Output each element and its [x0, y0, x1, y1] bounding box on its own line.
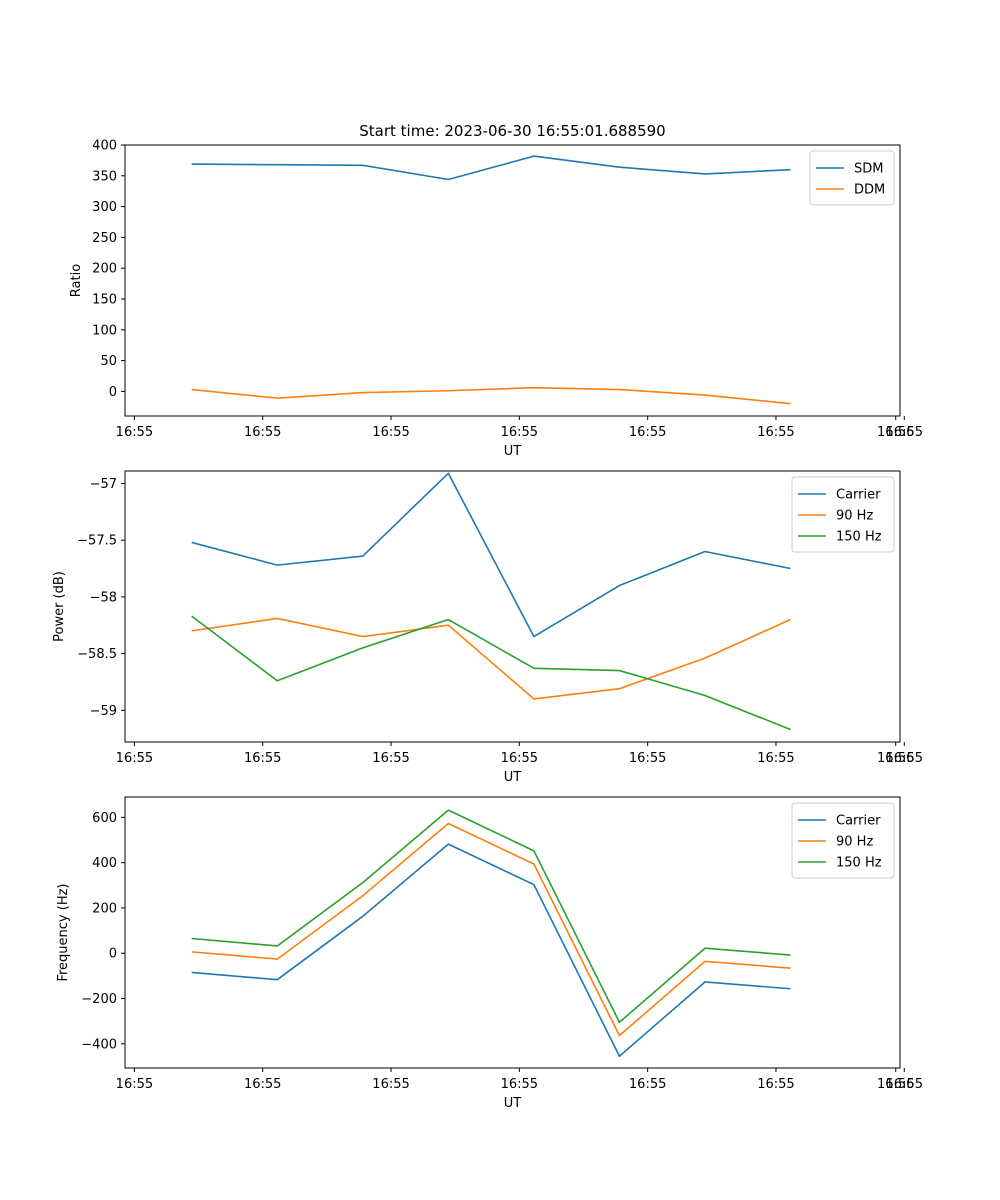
axes-frame — [124, 144, 901, 417]
legend: Carrier 90 Hz 150 Hz — [791, 476, 895, 553]
legend: Carrier 90 Hz 150 Hz — [791, 802, 895, 879]
legend: SDM DDM — [809, 150, 895, 206]
series-line-carrier — [191, 472, 791, 638]
x-tick-label: 16:55 — [244, 751, 281, 766]
x-tick-label: 16:55 — [372, 425, 409, 440]
y-tick-label: 300 — [92, 200, 117, 215]
y-tick-label: 0 — [109, 947, 117, 962]
subplot-3: 16:55 16:55 16:55 16:55 16:55 16:55 16:5516:56… — [56, 796, 923, 1111]
legend-entry: DDM — [854, 183, 885, 198]
y-tick-label: −200 — [81, 992, 117, 1007]
x-tick-label: 16:55 — [757, 751, 794, 766]
x-tick-label: 16:55 — [886, 425, 923, 440]
x-axis-label: UT — [504, 1096, 522, 1111]
x-tick-label: 16:55 — [372, 1077, 409, 1092]
y-tick-label: −57 — [90, 477, 117, 492]
x-tick-label: 16:55 — [629, 751, 666, 766]
y-axis-label: Power (dB) — [52, 571, 67, 642]
y-tick-label: 0 — [109, 385, 117, 400]
x-axis-label: UT — [504, 444, 522, 459]
y-tick-label: 400 — [92, 139, 117, 154]
y-axis-label: Ratio — [69, 264, 84, 297]
x-tick-label: 16:55 — [629, 425, 666, 440]
legend-box — [791, 802, 895, 879]
x-tick-label: 16:55 — [501, 751, 538, 766]
legend-entry: 90 Hz — [836, 509, 873, 524]
figure-title: Start time: 2023-06-30 16:55:01.688590 — [359, 122, 665, 140]
legend-entry: Carrier — [836, 814, 881, 829]
subplot-1: 16:55 16:55 16:55 16:55 16:55 16:55 16:5516:56… — [69, 139, 923, 460]
x-tick-label: 16:55 — [886, 1077, 923, 1092]
x-tick-label: 16:55 — [757, 1077, 794, 1092]
y-tick-label: −58.5 — [77, 647, 117, 662]
y-tick-label: 600 — [92, 811, 117, 826]
y-tick-label: 150 — [92, 292, 117, 307]
x-tick-label: 16:55 — [244, 425, 281, 440]
y-tick-label: 400 — [92, 856, 117, 871]
axes-frame — [124, 470, 901, 743]
legend-entry: SDM — [854, 162, 883, 177]
legend-box — [809, 150, 895, 206]
y-tick-label: −57.5 — [77, 534, 117, 549]
series-line-carrier — [191, 843, 791, 1058]
series-line-150-hz — [191, 615, 791, 731]
y-tick-label: 350 — [92, 169, 117, 184]
subplots: 16:55 16:55 16:55 16:55 16:55 16:55 16:5516:56… — [52, 139, 923, 1112]
axes-frame — [124, 796, 901, 1069]
series-line-150-hz — [191, 809, 791, 1024]
y-tick-label: −400 — [81, 1037, 117, 1052]
series-line-90-hz — [191, 822, 791, 1037]
x-tick-label: 16:56 — [877, 751, 914, 766]
series-line-sdm — [191, 155, 791, 181]
series-line-90-hz — [191, 617, 791, 700]
y-axis-label: Frequency (Hz) — [56, 883, 71, 981]
legend-entry: 150 Hz — [836, 856, 882, 871]
x-tick-label: 16:55 — [372, 751, 409, 766]
x-tick-label: 16:55 — [116, 1077, 153, 1092]
legend-entry: 90 Hz — [836, 835, 873, 850]
y-tick-label: 100 — [92, 323, 117, 338]
legend-box — [791, 476, 895, 553]
x-tick-label: 16:55 — [116, 751, 153, 766]
y-tick-label: 250 — [92, 231, 117, 246]
y-tick-label: −59 — [90, 704, 117, 719]
subplot-2: 16:55 16:55 16:55 16:55 16:55 16:55 16:5516:56… — [52, 470, 923, 785]
legend-entry: 150 Hz — [836, 530, 882, 545]
y-tick-label: −58 — [90, 590, 117, 605]
x-tick-label: 16:55 — [629, 1077, 666, 1092]
y-tick-label: 200 — [92, 262, 117, 277]
x-tick-label: 16:55 — [501, 425, 538, 440]
x-tick-label: 16:56 — [877, 1077, 914, 1092]
series-line-ddm — [191, 386, 791, 405]
x-tick-label: 16:56 — [877, 425, 914, 440]
x-tick-label: 16:55 — [116, 425, 153, 440]
x-axis-label: UT — [504, 770, 522, 785]
x-tick-label: 16:55 — [757, 425, 794, 440]
x-tick-label: 16:55 — [886, 751, 923, 766]
y-tick-label: 200 — [92, 901, 117, 916]
y-tick-label: 50 — [100, 354, 117, 369]
x-tick-label: 16:55 — [501, 1077, 538, 1092]
x-tick-label: 16:55 — [244, 1077, 281, 1092]
legend-entry: Carrier — [836, 488, 881, 503]
